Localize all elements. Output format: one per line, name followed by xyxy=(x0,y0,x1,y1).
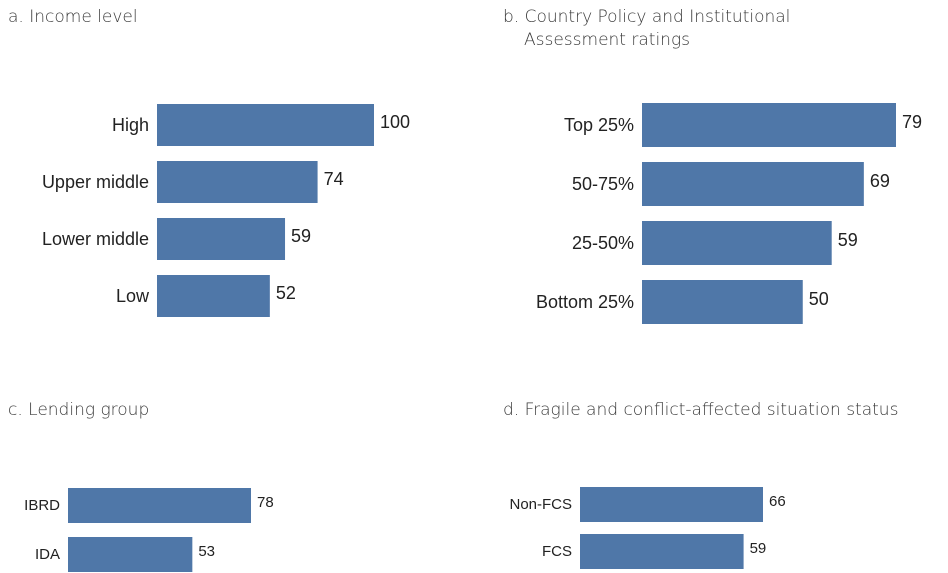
value-label-d-1: 59 xyxy=(750,540,767,557)
chart-d: Non-FCS 66 FCS 59 xyxy=(509,487,786,569)
panel-d-title: d. Fragile and conflict-affected situati… xyxy=(503,400,899,420)
category-label-b-3: Bottom 25% xyxy=(536,292,634,312)
chart-b: Top 25% 79 50-75% 69 25-50% 59 Bottom 25% 50 xyxy=(536,103,922,324)
category-label-b-0: Top 25% xyxy=(564,115,634,135)
value-label-b-3: 50 xyxy=(809,289,829,309)
value-label-c-0: 78 xyxy=(257,494,274,511)
panel-b-title-line2: Assessment ratings xyxy=(524,30,691,50)
category-label-a-3: Low xyxy=(116,286,150,306)
value-label-c-1: 53 xyxy=(198,543,215,560)
panel-b-title: b. Country Policy and Institutional Asse… xyxy=(503,6,790,52)
bar-c-1 xyxy=(68,537,193,572)
panel-b-title-line1: b. Country Policy and Institutional xyxy=(503,7,791,27)
chart-c: IBRD 78 IDA 53 xyxy=(24,488,274,572)
category-label-b-2: 25-50% xyxy=(572,233,634,253)
bar-a-1 xyxy=(157,161,318,203)
value-label-a-0: 100 xyxy=(380,112,410,132)
category-label-b-1: 50-75% xyxy=(572,174,634,194)
category-label-a-1: Upper middle xyxy=(42,172,149,192)
value-label-a-2: 59 xyxy=(291,226,311,246)
bar-a-3 xyxy=(157,275,270,317)
chart-a: High 100 Upper middle 74 Lower middle 59 Low 52 xyxy=(42,104,410,317)
bar-d-1 xyxy=(580,534,744,569)
value-label-d-0: 66 xyxy=(769,493,786,510)
bar-d-0 xyxy=(580,487,763,522)
bar-a-2 xyxy=(157,218,286,260)
bar-b-3 xyxy=(642,280,803,324)
value-label-b-2: 59 xyxy=(838,230,858,250)
panel-c-title: c. Lending group xyxy=(8,400,150,420)
category-label-d-1: FCS xyxy=(542,543,572,560)
category-label-d-0: Non-FCS xyxy=(509,496,572,513)
category-label-c-0: IBRD xyxy=(24,497,60,514)
bar-b-2 xyxy=(642,221,832,265)
bar-b-1 xyxy=(642,162,864,206)
category-label-a-2: Lower middle xyxy=(42,229,149,249)
value-label-a-3: 52 xyxy=(276,283,296,303)
value-label-a-1: 74 xyxy=(324,169,344,189)
category-label-c-1: IDA xyxy=(35,546,60,563)
bar-a-0 xyxy=(157,104,374,146)
bar-c-0 xyxy=(68,488,251,523)
bar-b-0 xyxy=(642,103,896,147)
value-label-b-1: 69 xyxy=(870,171,890,191)
panel-a-title: a. Income level xyxy=(8,7,138,27)
category-label-a-0: High xyxy=(112,115,149,135)
value-label-b-0: 79 xyxy=(902,112,922,132)
